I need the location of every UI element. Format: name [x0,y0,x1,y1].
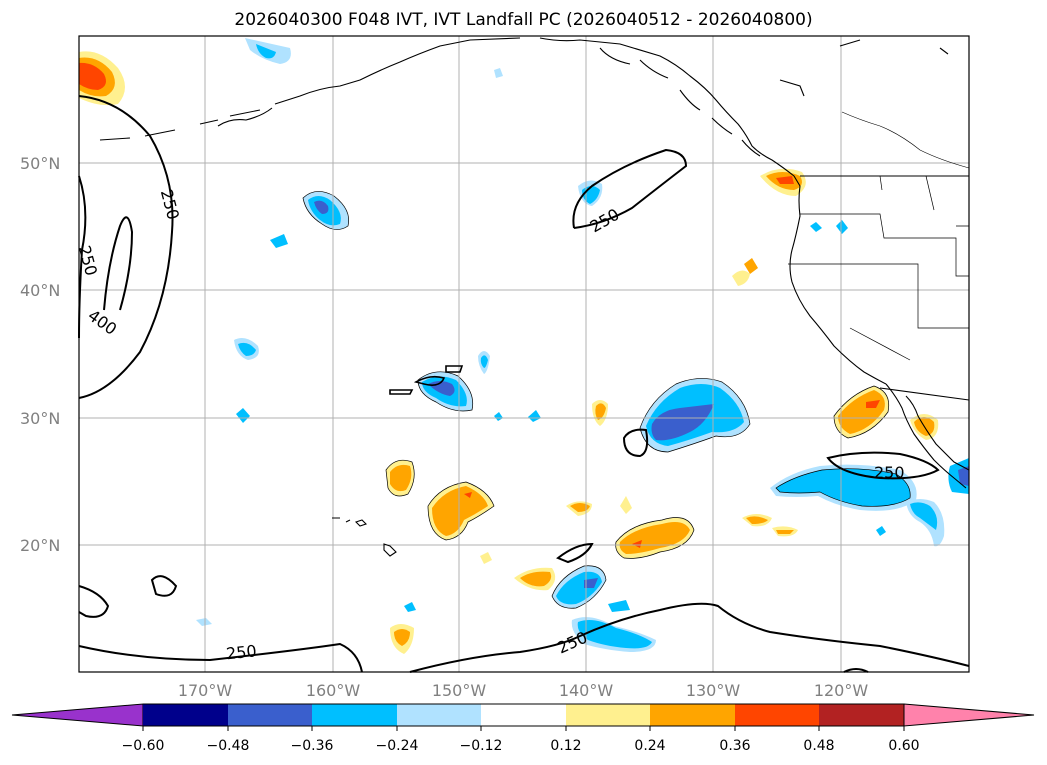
shade-pos-low [732,270,750,286]
shade-pos-mid [432,486,488,536]
lat-label: 50°N [20,154,60,173]
colorbar-segment [228,704,312,726]
shade-neg-strong [651,404,714,441]
colorbar-ticks [142,726,905,731]
coastlines [99,37,970,557]
shade-neg-mid [910,502,938,530]
shade-pos-high [79,62,106,90]
colorbar-tick-label: −0.36 [291,738,334,754]
shade-pos-mid [595,403,606,420]
shade-neg-mid [876,526,886,536]
colorbar-segment [397,704,481,726]
contour-250-sw [78,585,110,618]
shade-pos-low [620,496,632,514]
shade-neg-strong [314,200,329,214]
colorbar-tick-label: −0.60 [122,738,165,754]
shade-neg-mid [480,355,488,368]
colorbar-segment [481,704,566,726]
contour-250-west [78,95,174,399]
colorbar-segment [650,704,735,726]
shade-pos-mid [520,571,552,587]
contour-250-east [826,451,940,480]
shade-neg-mid [836,220,848,234]
shade-pos-mid [394,629,410,646]
shade-pos-high [632,540,642,548]
contour-250-small2 [556,542,594,564]
lat-label: 40°N [20,281,60,300]
colorbar-extend-max [903,703,1035,727]
lon-label: 170°W [178,681,233,700]
shade-neg-strong [584,578,598,588]
lon-label: 160°W [306,681,361,700]
shade-pos-mid [744,258,758,274]
shade-neg-mid [528,410,541,422]
colorbar-tick-label: 0.48 [803,738,834,754]
contour-400 [103,216,134,311]
pc-shading [79,38,969,654]
colorbar-tick-label: 0.24 [634,738,665,754]
shade-neg-mid [608,600,630,612]
map-background [79,36,969,672]
ivt-contours [78,95,970,673]
shade-neg-mid [810,222,822,232]
shade-pos-low [480,552,492,564]
shade-pos-mid [746,516,768,524]
contour-250-southeast [409,602,970,673]
shade-neg-mid [256,44,276,59]
graticule [79,36,969,672]
colorbar-segment [143,704,228,726]
lat-labels: 50°N 40°N 30°N 20°N [20,154,60,555]
shade-neg-low [196,618,212,626]
shade-pos-high [866,400,880,408]
map-title: 2026040300 F048 IVT, IVT Landfall PC (20… [234,10,813,30]
map-frame [78,35,970,673]
contour-label: 250 [874,463,905,482]
colorbar-tick-label: −0.24 [376,738,419,754]
lon-label: 120°W [814,681,869,700]
shade-neg-mid [494,412,503,421]
lon-labels: 170°W 160°W 150°W 140°W 130°W 120°W [178,681,869,700]
colorbar-segment [819,704,904,726]
shade-pos-high [464,492,472,498]
colorbar-tick-label: −0.12 [460,738,503,754]
shade-neg-mid [577,620,652,649]
colorbar-segment [312,704,397,726]
colorbar-segment [735,704,819,726]
shade-neg-low [494,68,503,78]
contour-250-nepac [572,148,688,229]
contour-250-south [78,642,363,673]
shade-neg-mid [236,408,250,423]
lon-label: 130°W [686,681,741,700]
lon-label: 150°W [432,681,487,700]
shade-pos-mid [570,503,590,512]
contour-250-small1 [622,428,649,458]
colorbar-extend-min [11,703,144,727]
contour-250-small3 [389,365,464,395]
colorbar-tick-label: 0.36 [719,738,750,754]
colorbar: −0.60 −0.48 −0.36 −0.24 −0.12 0.12 0.24 … [11,703,1035,754]
colorbar-tick-label: 0.60 [888,738,919,754]
colorbar-outline [143,703,904,727]
shade-pos-mid [390,464,412,492]
colorbar-tick-label: 0.12 [550,738,581,754]
contour-250-edge [843,668,869,673]
contour-label: 250 [225,641,257,663]
shade-pos-high [776,176,794,184]
shade-neg-mid [238,342,256,356]
shade-neg-strong [958,466,969,486]
lon-label: 140°W [559,681,614,700]
lat-label: 30°N [20,409,60,428]
colorbar-tick-label: −0.48 [207,738,250,754]
colorbar-segment [566,704,650,726]
contour-250-sw2 [150,575,178,597]
shade-neg-mid [404,602,416,612]
lat-label: 20°N [20,536,60,555]
shade-pos-mid [776,530,794,534]
shade-neg-mid [270,234,288,248]
